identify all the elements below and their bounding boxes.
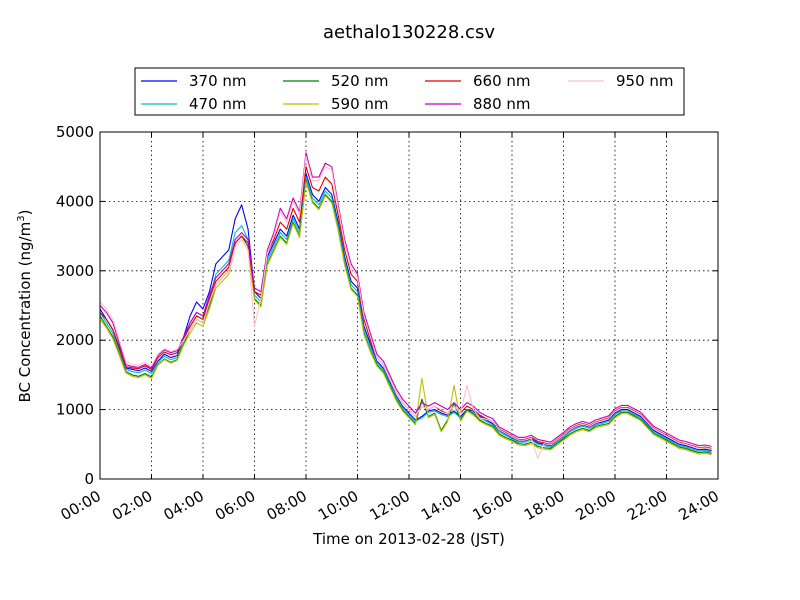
y-axis-label-superscript: 3	[16, 215, 27, 221]
y-tick-label: 4000	[56, 192, 94, 210]
legend-label: 520 nm	[331, 72, 389, 90]
legend-label: 470 nm	[189, 95, 247, 113]
series-layer	[99, 152, 712, 459]
legend-label: 590 nm	[331, 95, 389, 113]
series-line-370-nm	[99, 173, 712, 452]
legend-label: 370 nm	[189, 72, 247, 90]
series-line-950-nm	[99, 155, 712, 459]
y-tick-label: 0	[84, 470, 94, 488]
legend-frame	[134, 67, 685, 116]
legend: 370 nm 470 nm 520 nm 590 nm 660 nm 880 nm 950 …	[134, 67, 685, 116]
y-tick-label: 3000	[56, 262, 94, 280]
chart-title: aethalo130228.csv	[323, 22, 495, 43]
y-axis-label: BC Concentration (ng/m3)	[16, 210, 34, 403]
y-tick-label: 2000	[56, 331, 94, 349]
legend-label: 660 nm	[473, 72, 531, 90]
x-axis-label: Time on 2013-02-28 (JST)	[312, 530, 505, 548]
legend-label: 950 nm	[616, 72, 674, 90]
y-axis-label-suffix: )	[16, 210, 34, 216]
y-tick-label: 5000	[56, 123, 94, 141]
series-line-590-nm	[99, 181, 712, 456]
series-line-880-nm	[99, 152, 712, 447]
y-tick-label: 1000	[56, 401, 94, 419]
legend-label: 880 nm	[473, 95, 531, 113]
y-axis-label-main: BC Concentration (ng/m	[16, 222, 34, 403]
